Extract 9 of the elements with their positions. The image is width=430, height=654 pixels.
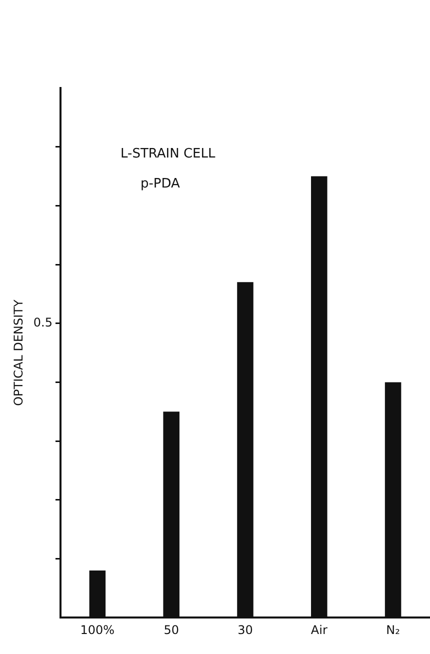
x-tick-label: 30 (238, 622, 253, 637)
y-axis-title: OPTICAL DENSITY (11, 299, 26, 406)
text: p-PDA (140, 176, 180, 192)
x-tick-label: 100% (80, 622, 115, 637)
y-tick-label: 0.5 (33, 316, 52, 330)
x-tick-label: N₂ (386, 622, 400, 637)
x-tick-label: 50 (164, 622, 179, 637)
text: L-STRAIN CELL (120, 146, 216, 162)
x-tick-label: Air (310, 622, 328, 637)
